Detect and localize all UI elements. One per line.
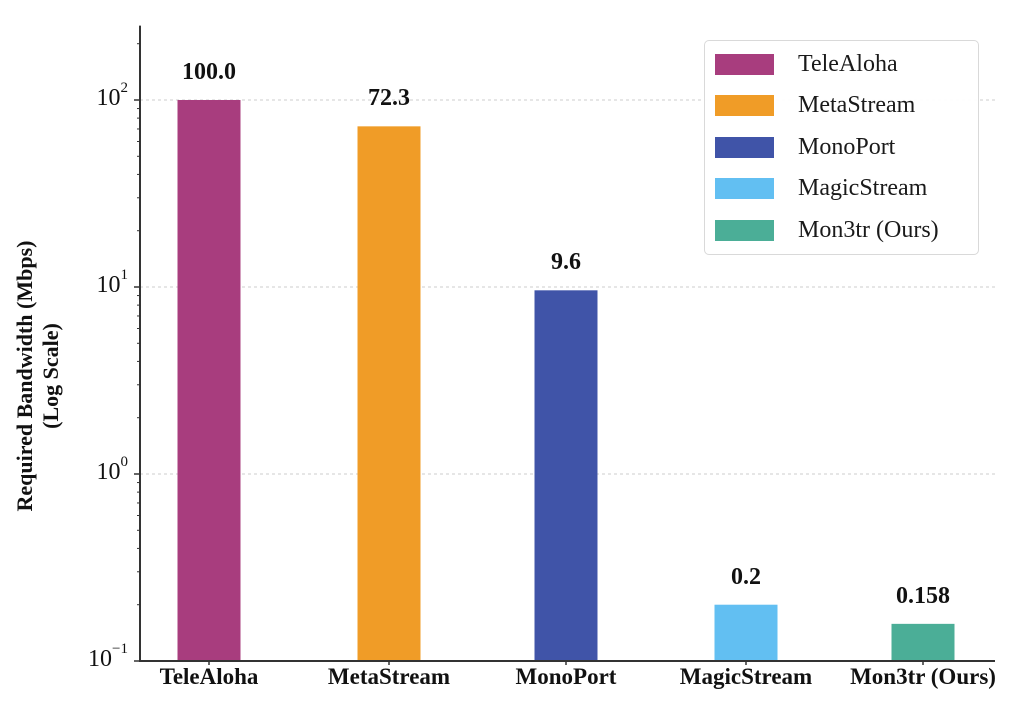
x-tick-label: TeleAloha [159, 664, 259, 689]
legend-label: MagicStream [798, 175, 928, 201]
y-tick-label: 10−1 [88, 641, 128, 672]
x-tick-label: Mon3tr (Ours) [850, 664, 996, 689]
legend-label: Mon3tr (Ours) [798, 216, 939, 243]
x-tick-label: MetaStream [327, 664, 451, 689]
legend-swatch [715, 136, 774, 158]
y-tick-label: 102 [96, 80, 129, 111]
bar-1 [357, 126, 421, 662]
bar-value-label: 0.158 [896, 582, 950, 609]
legend-item: Mon3tr (Ours) [715, 215, 939, 245]
y-tick-label: 101 [96, 267, 129, 298]
legend-swatch [715, 219, 774, 241]
y-axis-label: Required Bandwidth (Mbps) (Log Scale) [12, 206, 64, 546]
bar-value-label: 0.2 [731, 563, 761, 590]
bar-2 [534, 290, 598, 661]
bar-0 [177, 100, 241, 661]
legend-item: TeleAloha [715, 49, 898, 79]
bar-value-label: 9.6 [551, 249, 581, 276]
bar-3 [714, 604, 778, 661]
legend: TeleAloha MetaStream MonoPort MagicStream Mo… [704, 40, 979, 255]
legend-swatch [715, 178, 774, 199]
y-axis-label-line-1: Required Bandwidth (Mbps) [12, 240, 37, 512]
legend-swatch [715, 53, 774, 75]
legend-item: MetaStream [715, 91, 915, 121]
legend-swatch [715, 95, 774, 116]
legend-item: MonoPort [715, 132, 895, 162]
y-axis-label-line-2: (Log Scale) [38, 323, 63, 429]
legend-label: MonoPort [798, 133, 896, 160]
y-tick-label: 100 [96, 454, 129, 485]
legend-item: MagicStream [715, 174, 927, 204]
bar-value-label: 100.0 [182, 59, 236, 85]
bar-4 [891, 623, 955, 661]
legend-label: TeleAloha [798, 50, 898, 77]
x-tick-label: MagicStream [679, 664, 813, 689]
legend-label: MetaStream [798, 92, 916, 118]
x-tick-label: MonoPort [515, 664, 617, 689]
bar-value-label: 72.3 [368, 85, 410, 112]
